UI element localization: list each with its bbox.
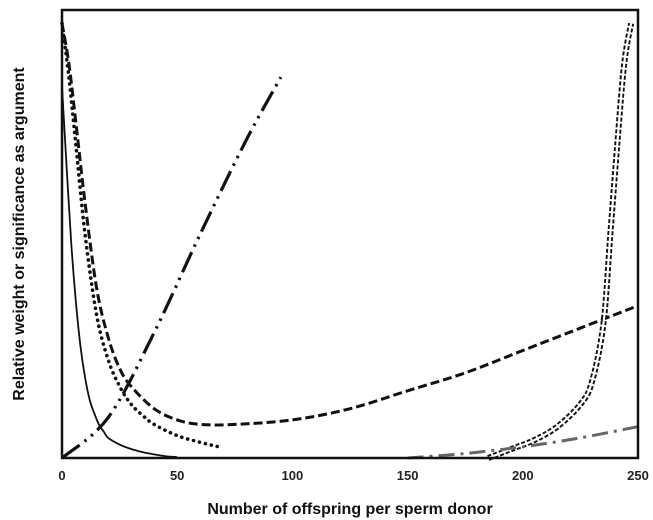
series-path (487, 23, 633, 460)
x-tick-label: 0 (58, 468, 65, 483)
x-ticks: 0 50 100 150 200 250 (58, 468, 648, 483)
x-axis-title: Number of offspring per sperm donor (207, 501, 492, 518)
x-tick-label: 250 (627, 468, 649, 483)
series-line-dotted (60, 21, 221, 449)
series-path (61, 86, 178, 458)
plot-frame (60, 8, 640, 460)
y-axis-title: Relative weight or significance as argum… (11, 67, 28, 401)
series-path (60, 76, 283, 460)
series-line-dash-dot-dot (60, 76, 283, 460)
series-layer (60, 21, 639, 461)
series-path (60, 21, 221, 449)
series-path (60, 23, 639, 427)
series-line-solid (61, 86, 178, 458)
series-line-dashed (60, 23, 639, 427)
series-line-gray-dash-dot (407, 425, 639, 460)
x-tick-label: 200 (512, 468, 534, 483)
series-line-double-dotted (487, 22, 635, 461)
x-tick-label: 100 (282, 468, 304, 483)
x-tick-label: 150 (397, 468, 419, 483)
x-tick-label: 50 (170, 468, 184, 483)
series-path (407, 425, 639, 460)
